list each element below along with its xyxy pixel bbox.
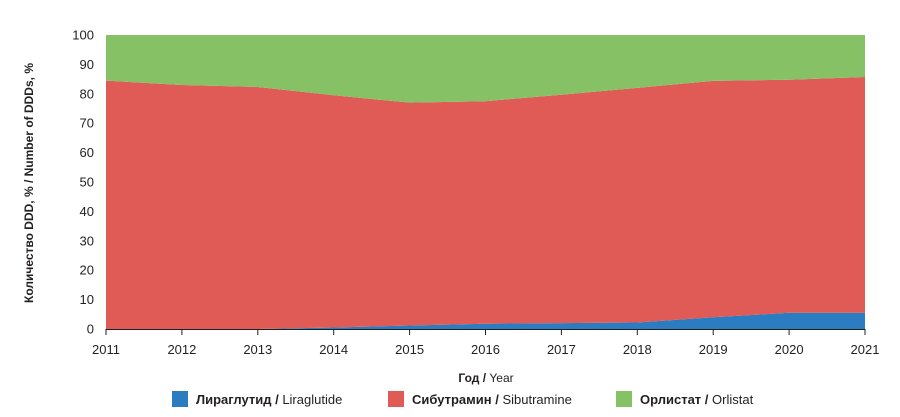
legend-label-en: Sibutramine — [502, 391, 572, 407]
legend-swatch-liraglutide — [172, 391, 188, 407]
x-axis-title-ru: Год — [458, 371, 479, 385]
y-tick-label: 70 — [80, 116, 94, 131]
legend-item-sibutramine: Сибутрамин / Sibutramine — [388, 391, 572, 407]
legend-label-en: Liraglutide — [282, 391, 343, 407]
x-tick-label: 2020 — [775, 342, 804, 357]
y-tick-label: 30 — [80, 233, 94, 248]
y-tick-label: 60 — [80, 145, 94, 160]
y-tick-label: 50 — [80, 175, 94, 190]
legend-label-ru: Лираглутид — [196, 391, 272, 407]
legend: Лираглутид / Liraglutide Сибутрамин / Si… — [0, 391, 900, 413]
y-tick-label: 100 — [72, 28, 94, 43]
y-tick-label: 20 — [80, 263, 94, 278]
x-tick-label: 2015 — [395, 342, 424, 357]
legend-item-liraglutide: Лираглутид / Liraglutide — [172, 391, 342, 407]
x-tick-label: 2017 — [547, 342, 576, 357]
x-tick-label: 2012 — [167, 342, 196, 357]
y-tick-label: 0 — [87, 322, 94, 337]
x-tick-label: 2014 — [319, 342, 348, 357]
area-sibutramine — [106, 77, 865, 329]
area-orlistat — [106, 35, 865, 103]
legend-item-orlistat: Орлистат / Orlistat — [616, 391, 753, 407]
legend-swatch-orlistat — [616, 391, 632, 407]
legend-swatch-sibutramine — [388, 391, 404, 407]
x-tick-label: 2018 — [623, 342, 652, 357]
x-axis-ticks: 2011 2012 2013 2014 2015 2016 2017 2018 2019 2020… — [92, 329, 879, 357]
y-axis-title: Количество DDD, % / Number of DDDs, % — [22, 63, 36, 303]
x-tick-label: 2021 — [851, 342, 880, 357]
area-liraglutide — [106, 312, 865, 329]
y-tick-label: 40 — [80, 204, 94, 219]
y-tick-label: 80 — [80, 86, 94, 101]
y-axis-ticks: 0 10 20 30 40 50 60 70 80 90 100 — [72, 28, 94, 337]
x-tick-label: 2011 — [92, 342, 120, 357]
legend-label-ru: Сибутрамин — [412, 391, 492, 407]
y-tick-label: 90 — [80, 57, 94, 72]
legend-label-ru: Орлистат — [640, 391, 702, 407]
area-series-group — [106, 35, 865, 329]
x-axis-title-en: Year — [489, 371, 513, 385]
x-tick-label: 2016 — [471, 342, 500, 357]
x-tick-label: 2019 — [699, 342, 728, 357]
x-axis-title: Год / Year — [458, 371, 513, 385]
x-tick-label: 2013 — [243, 342, 272, 357]
legend-label-en: Orlistat — [712, 391, 754, 407]
y-tick-label: 10 — [80, 292, 94, 307]
